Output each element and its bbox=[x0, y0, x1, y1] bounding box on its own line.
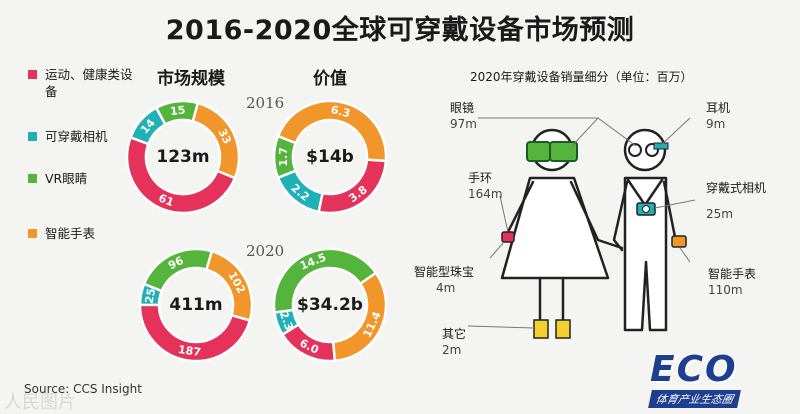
camera-lens-icon bbox=[642, 205, 650, 213]
annotation-leaders bbox=[467, 117, 696, 329]
donut-slice bbox=[204, 249, 254, 322]
man-figure bbox=[612, 128, 678, 332]
donut-slice-label: 33 bbox=[215, 127, 233, 146]
donut-slice-label: 187 bbox=[177, 343, 202, 359]
donut-center-label: $34.2b bbox=[297, 295, 363, 315]
annotation-value: 2m bbox=[442, 343, 462, 357]
logo-text: ECO bbox=[650, 349, 738, 390]
donut-slice bbox=[276, 99, 388, 163]
annotation-value: 9m bbox=[706, 117, 726, 131]
donut-slice-label: 1.7 bbox=[277, 147, 290, 167]
annotation-camera: 穿戴式相机 25m bbox=[706, 180, 766, 222]
logo-subtitle: 体育产业生态圈 bbox=[648, 390, 741, 408]
annotation-name: 眼镜 bbox=[450, 101, 475, 115]
donut-slice-label: 15 bbox=[169, 103, 186, 118]
vr-goggles-icon bbox=[526, 141, 551, 162]
fitness-band-icon bbox=[501, 231, 515, 243]
header-value: 价值 bbox=[313, 69, 347, 89]
donut-slice-label: 61 bbox=[157, 191, 176, 209]
annotation-value: 25m bbox=[706, 207, 733, 221]
annotation-value: 110m bbox=[708, 283, 743, 297]
smartwatch-icon bbox=[671, 235, 687, 248]
earphone-icon bbox=[653, 142, 669, 150]
annotation-name: 其它 bbox=[442, 327, 467, 341]
header-market-size: 市场规模 bbox=[157, 69, 225, 89]
breakdown-title: 2020年穿戴设备销量细分（单位：百万） bbox=[470, 70, 693, 84]
legend-item-watch: 智能手表 bbox=[28, 225, 95, 242]
legend-swatch-green bbox=[28, 174, 37, 183]
donut-center-label: 123m bbox=[156, 147, 209, 167]
year-label-2020: 2020 bbox=[246, 242, 285, 260]
page-title: 2016-2020全球可穿戴设备市场预测 bbox=[165, 15, 635, 46]
legend-label: 运动、健康类设备 bbox=[45, 67, 133, 99]
donut-slice-label: 25 bbox=[143, 287, 159, 305]
annotation-value: 164m bbox=[468, 187, 503, 201]
annotation-name: 穿戴式相机 bbox=[706, 181, 767, 195]
annotation-watch: 智能手表 110m bbox=[708, 266, 756, 298]
year-label-2016: 2016 bbox=[246, 94, 285, 112]
annotation-name: 智能手表 bbox=[708, 267, 757, 281]
source-note: Source: CCS Insight bbox=[24, 382, 142, 396]
smart-glasses-icon bbox=[628, 143, 642, 157]
annotation-glasses: 眼镜 97m bbox=[450, 100, 477, 132]
shoe-icon bbox=[555, 319, 571, 339]
donut-slice-label: 6.3 bbox=[329, 103, 351, 120]
annotation-name: 手环 bbox=[468, 171, 493, 185]
donut-slice-label: 96 bbox=[166, 254, 186, 273]
annotation-band: 手环 164m bbox=[468, 170, 503, 202]
donut-chart: 3.82.21.76.3$14b bbox=[272, 99, 388, 215]
donut-slice bbox=[331, 271, 388, 363]
annotation-name: 耳机 bbox=[706, 101, 731, 115]
annotation-value: 97m bbox=[450, 117, 477, 131]
donut-chart: 6.02.314.511.4$34.2b bbox=[272, 247, 388, 363]
donut-slice-label: 2.3 bbox=[277, 309, 296, 332]
annotation-value: 4m bbox=[436, 281, 456, 295]
legend-item-camera: 可穿戴相机 bbox=[28, 128, 108, 145]
legend-label: 智能手表 bbox=[45, 226, 96, 241]
donut-slice bbox=[138, 303, 252, 363]
legend-item-vr: VR眼睛 bbox=[28, 170, 87, 187]
watermark: 人民图片 bbox=[4, 392, 76, 413]
legend-swatch-teal bbox=[28, 132, 37, 141]
annotation-name: 智能型珠宝 bbox=[414, 265, 475, 279]
legend-label: 可穿戴相机 bbox=[45, 129, 108, 144]
smart-glasses-icon bbox=[645, 143, 659, 157]
legend-swatch-red bbox=[28, 70, 37, 79]
eco-logo: ECO 体育产业生态圈 bbox=[648, 349, 782, 408]
annotation-other: 其它 2m bbox=[442, 326, 466, 358]
donut-center-label: $14b bbox=[306, 147, 354, 167]
annotation-earphones: 耳机 9m bbox=[706, 100, 730, 132]
vr-goggles-icon bbox=[549, 141, 578, 162]
shoe-icon bbox=[533, 319, 549, 339]
donut-slice bbox=[191, 101, 241, 180]
legend-item-fitness: 运动、健康类设备 bbox=[28, 66, 138, 100]
donut-center-label: 411m bbox=[169, 295, 222, 315]
legend-label: VR眼睛 bbox=[45, 171, 88, 186]
donut-slice bbox=[125, 135, 237, 215]
legend-swatch-orange bbox=[28, 229, 37, 238]
annotation-jewelry: 智能型珠宝 4m bbox=[414, 264, 474, 296]
